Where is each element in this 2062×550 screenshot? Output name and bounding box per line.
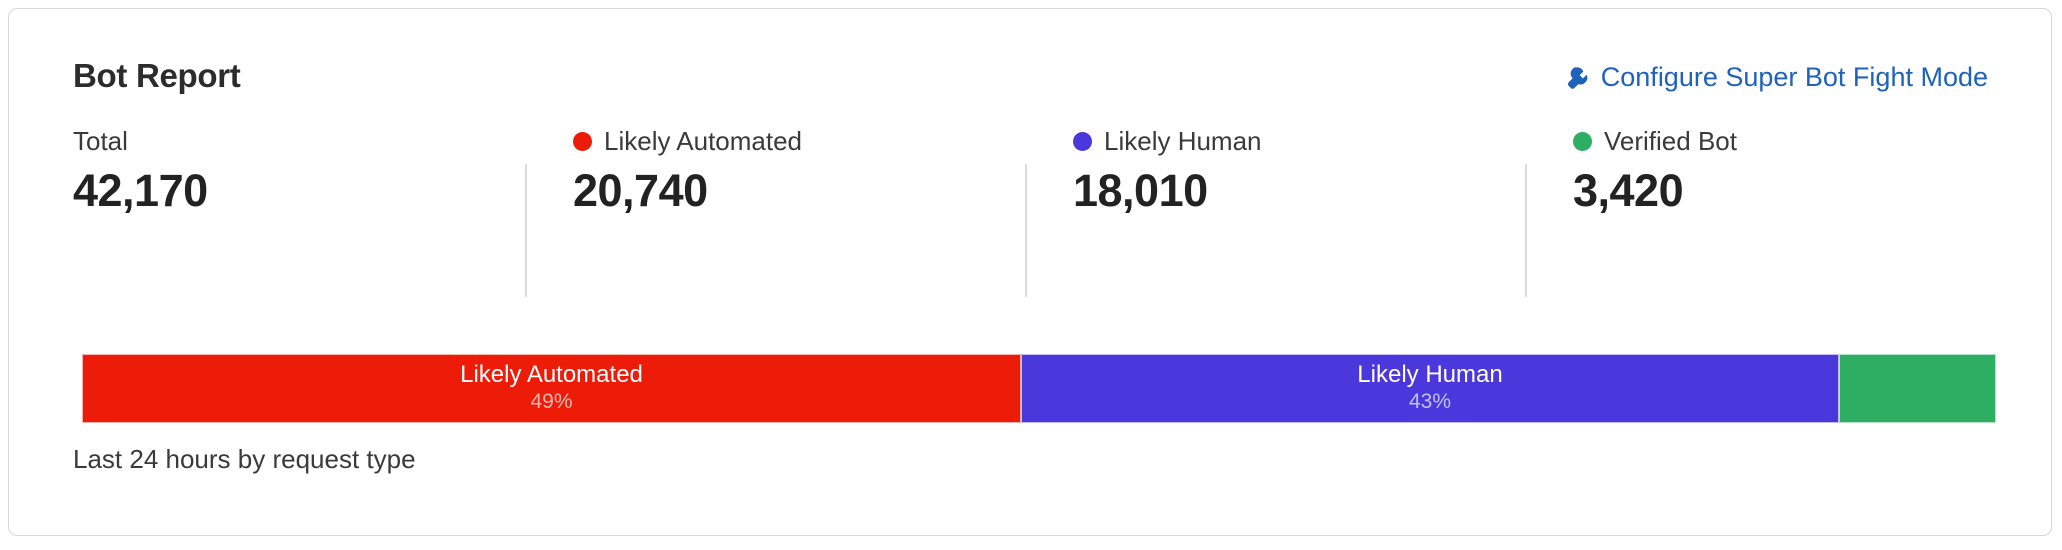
bar-segment-percent: 43% <box>1408 390 1452 414</box>
stat-likely-human: Likely Human 18,010 <box>1073 127 1262 214</box>
page-title: Bot Report <box>73 57 241 94</box>
stat-value: 42,170 <box>73 165 208 216</box>
legend-dot-likely-human <box>1073 131 1092 151</box>
wrench-icon <box>1566 65 1592 91</box>
stat-label: Verified Bot <box>1604 126 1737 156</box>
stat-label: Likely Human <box>1104 126 1262 156</box>
bar-segment-likely-human[interactable]: Likely Human 43% <box>1021 354 1839 423</box>
stat-value: 18,010 <box>1073 165 1208 216</box>
stat-divider <box>1525 164 1527 297</box>
stat-divider <box>525 164 527 297</box>
stat-divider <box>1025 164 1027 297</box>
stat-header: Likely Human <box>1073 127 1262 155</box>
bar-segment-percent: 49% <box>530 390 573 414</box>
bar-segment-likely-automated[interactable]: Likely Automated 49% <box>82 354 1021 423</box>
stat-header: Likely Automated <box>573 127 802 155</box>
stacked-bar-chart: Likely Automated 49% Likely Human 43% <box>82 354 1996 423</box>
stat-value: 3,420 <box>1573 165 1684 216</box>
configure-link-label: Configure Super Bot Fight Mode <box>1600 62 1988 92</box>
stat-label: Likely Automated <box>604 126 803 156</box>
stat-total: Total 42,170 <box>73 127 208 214</box>
bot-report-card: Bot Report Configure Super Bot Fight Mod… <box>8 8 2052 536</box>
bar-segment-verified-bot[interactable] <box>1839 354 1996 423</box>
legend-dot-likely-automated <box>573 131 592 151</box>
stat-header: Total <box>73 127 208 155</box>
configure-super-bot-fight-mode-link[interactable]: Configure Super Bot Fight Mode <box>1566 64 1988 91</box>
stat-verified-bot: Verified Bot 3,420 <box>1573 127 1737 214</box>
stat-header: Verified Bot <box>1573 127 1737 155</box>
stat-likely-automated: Likely Automated 20,740 <box>573 127 802 214</box>
bar-segment-label: Likely Human <box>1357 361 1503 389</box>
bar-segment-label: Likely Automated <box>460 361 643 389</box>
legend-dot-verified-bot <box>1573 131 1592 151</box>
stats-row: Total 42,170 Likely Automated 20,740 Lik… <box>9 127 2051 245</box>
chart-footnote: Last 24 hours by request type <box>73 444 416 474</box>
stat-label: Total <box>73 126 128 156</box>
stat-value: 20,740 <box>573 165 708 216</box>
